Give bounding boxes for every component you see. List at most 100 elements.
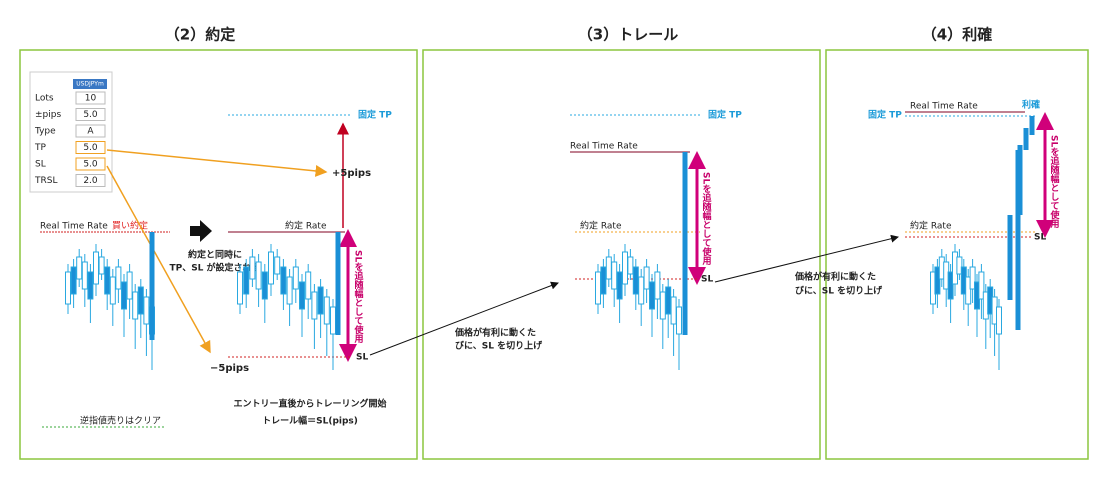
label: 逆指値売りはクリア: [80, 415, 161, 427]
note: 約定と同時に: [188, 249, 242, 261]
candle: [268, 251, 274, 285]
label: Real Time Rate: [570, 142, 638, 152]
candle: [627, 256, 634, 275]
candle: [659, 291, 666, 320]
label: Real Time Rate: [40, 222, 108, 232]
candle: [595, 271, 601, 305]
label: 固定 TP: [358, 109, 392, 121]
setting-value: 5.0: [83, 110, 98, 120]
candle: [280, 266, 287, 295]
candle: [643, 266, 650, 290]
candle: [649, 281, 655, 310]
panel-title: （4）利確: [922, 26, 992, 44]
candle: [98, 256, 105, 275]
candle: [956, 256, 963, 275]
candle: [323, 296, 330, 325]
label: 約定 Rate: [910, 220, 952, 232]
label: 固定 TP: [868, 109, 902, 121]
candle: [676, 306, 682, 335]
label: +5pips: [332, 168, 371, 179]
candle: [670, 296, 677, 325]
candle: [299, 281, 305, 310]
vertical-label: SLを追随幅として使用: [1049, 135, 1061, 229]
label: 固定 TP: [708, 109, 742, 121]
candle: [1007, 215, 1013, 300]
setting-label: TP: [34, 143, 46, 153]
setting-field: [75, 124, 106, 138]
note: エントリー直後からトレーリング開始: [233, 398, 386, 410]
panel-title: （2）約定: [165, 26, 235, 44]
candle: [121, 281, 127, 310]
setting-value: 5.0: [83, 143, 98, 153]
note: 価格が有利に動くた: [794, 271, 876, 283]
candle: [104, 266, 111, 295]
setting-label: SL: [35, 160, 46, 170]
setting-field: [75, 157, 106, 171]
note: びに、SL を切り上げ: [455, 340, 543, 352]
candle: [109, 276, 116, 305]
candle: [1023, 128, 1029, 150]
setting-label: ±pips: [35, 110, 61, 120]
candle: [76, 256, 83, 280]
setting-field: [75, 174, 106, 187]
candle: [665, 286, 672, 315]
candle: [261, 271, 268, 300]
arrow: [106, 165, 211, 354]
label: 利確: [1021, 99, 1040, 111]
candle: [305, 271, 312, 300]
panel-title: （3）トレール: [578, 26, 678, 44]
candle: [682, 152, 688, 335]
candle: [947, 271, 954, 300]
label: Real Time Rate: [910, 102, 978, 112]
candle: [622, 251, 628, 285]
label: SL: [1034, 233, 1046, 243]
candle: [115, 266, 122, 290]
note: 価格が有利に動くた: [454, 327, 536, 339]
note: びに、SL を切り上げ: [795, 285, 883, 297]
label: 約定 Rate: [580, 220, 622, 232]
candle: [243, 266, 250, 295]
candle: [311, 291, 318, 320]
candle: [255, 261, 262, 290]
setting-label: Type: [34, 127, 56, 137]
candle: [335, 232, 341, 335]
setting-value: 5.0: [83, 160, 98, 170]
candle: [317, 286, 324, 315]
setting-field: [75, 141, 106, 154]
candle: [70, 266, 77, 295]
candle: [132, 291, 139, 320]
candle: [87, 271, 94, 300]
candle: [1015, 150, 1021, 330]
candle: [286, 276, 293, 305]
vertical-label: SLを追随幅として使用: [353, 250, 365, 344]
setting-value: A: [87, 127, 94, 137]
candle: [978, 271, 985, 300]
candle: [996, 306, 1002, 335]
setting-field: [75, 91, 106, 105]
candle: [616, 271, 623, 300]
candle: [292, 266, 299, 290]
candle: [611, 261, 618, 290]
candle: [969, 266, 976, 290]
candle: [1017, 145, 1023, 215]
candle: [330, 306, 336, 335]
setting-value: 2.0: [83, 176, 98, 186]
label: 約定 Rate: [285, 220, 327, 232]
candle: [249, 256, 256, 280]
setting-value: 10: [85, 94, 97, 104]
candle: [237, 271, 243, 305]
candle: [605, 256, 612, 280]
note: トレール幅＝SL(pips): [262, 415, 358, 427]
candle: [654, 271, 661, 300]
candle: [81, 261, 88, 290]
symbol: USDJPYm: [76, 81, 104, 88]
candle: [274, 256, 281, 275]
candle: [934, 266, 941, 295]
candle: [149, 232, 155, 340]
panel-frames: [19, 49, 1089, 460]
label: −5pips: [210, 363, 249, 374]
candle: [143, 296, 150, 325]
label: SL: [356, 353, 368, 363]
note: TP、SL が設定される: [169, 262, 260, 274]
